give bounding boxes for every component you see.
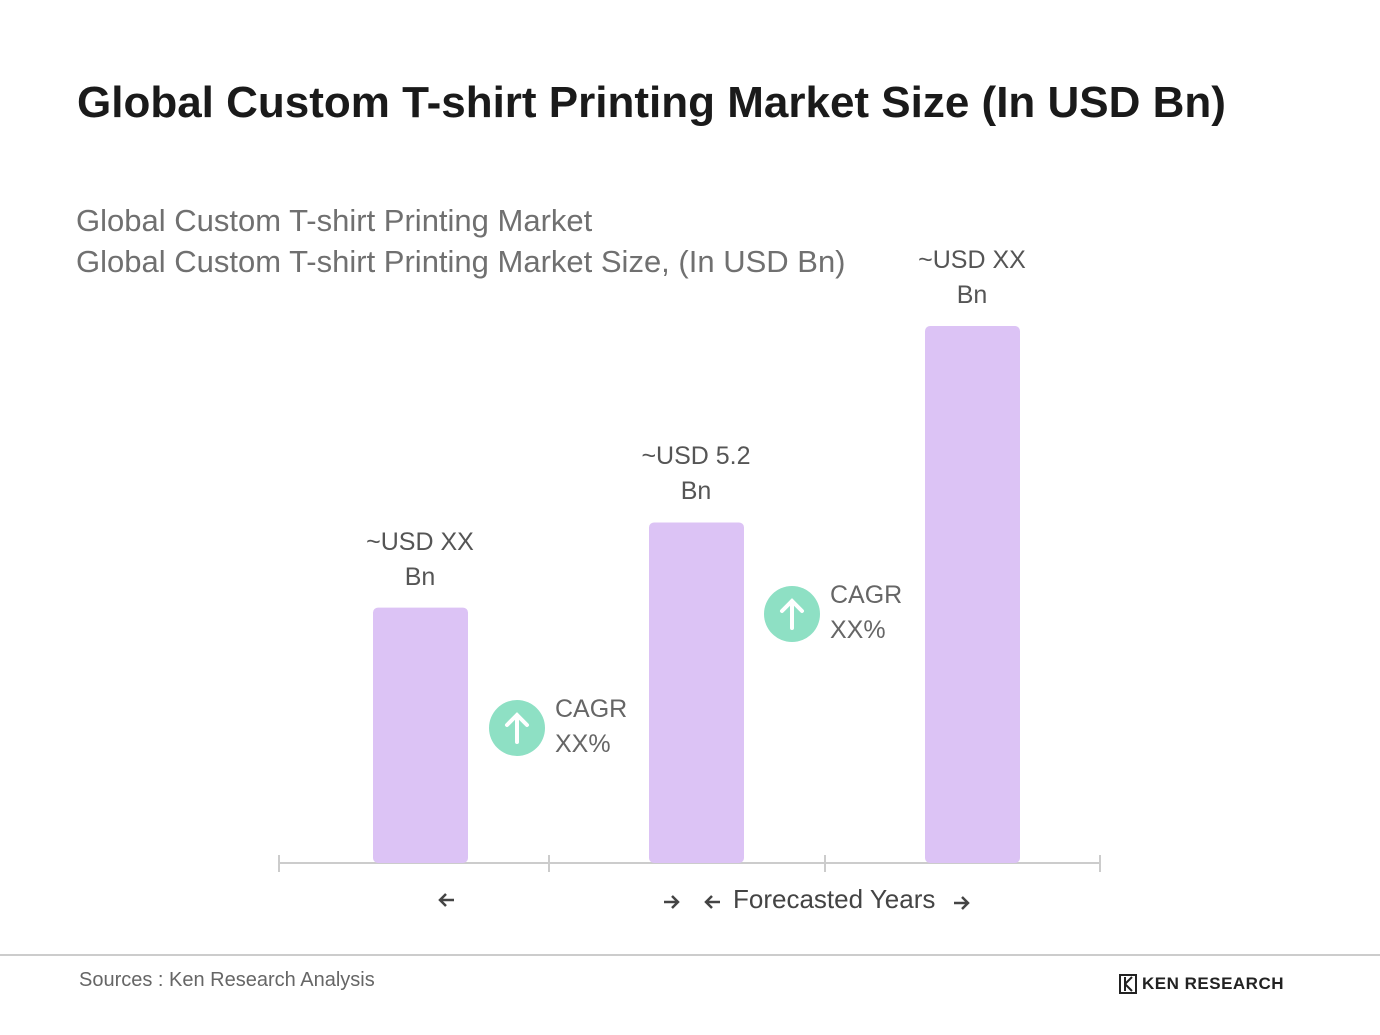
cagr-arrow xyxy=(780,598,804,630)
value-label: ~USD 5.2 Bn xyxy=(641,442,751,506)
brand: KEN RESEARCH xyxy=(1142,974,1285,993)
axis-ticks xyxy=(278,855,1101,872)
bar xyxy=(373,607,468,863)
bar xyxy=(925,326,1020,863)
chart-title: Global Custom T-shirt Printing Market Si… xyxy=(77,78,1226,127)
value-label: ~USD XX Bn xyxy=(366,527,474,591)
brand-icon xyxy=(1119,974,1137,994)
x-annotation: Forecasted Years xyxy=(733,884,936,914)
cagr-arrow xyxy=(505,712,529,744)
bar xyxy=(649,522,744,863)
source: Sources : Ken Research Analysis xyxy=(79,969,375,991)
cagr-label: CAGR XX% xyxy=(555,695,628,758)
subtitle: Global Custom T-shirt Printing Market xyxy=(76,203,593,238)
period-arrows xyxy=(438,893,970,910)
value-label: ~USD XX Bn xyxy=(918,246,1026,309)
cagr-label: CAGR XX% xyxy=(830,581,903,644)
chart-label: Global Custom T-shirt Printing Market Si… xyxy=(76,244,846,279)
